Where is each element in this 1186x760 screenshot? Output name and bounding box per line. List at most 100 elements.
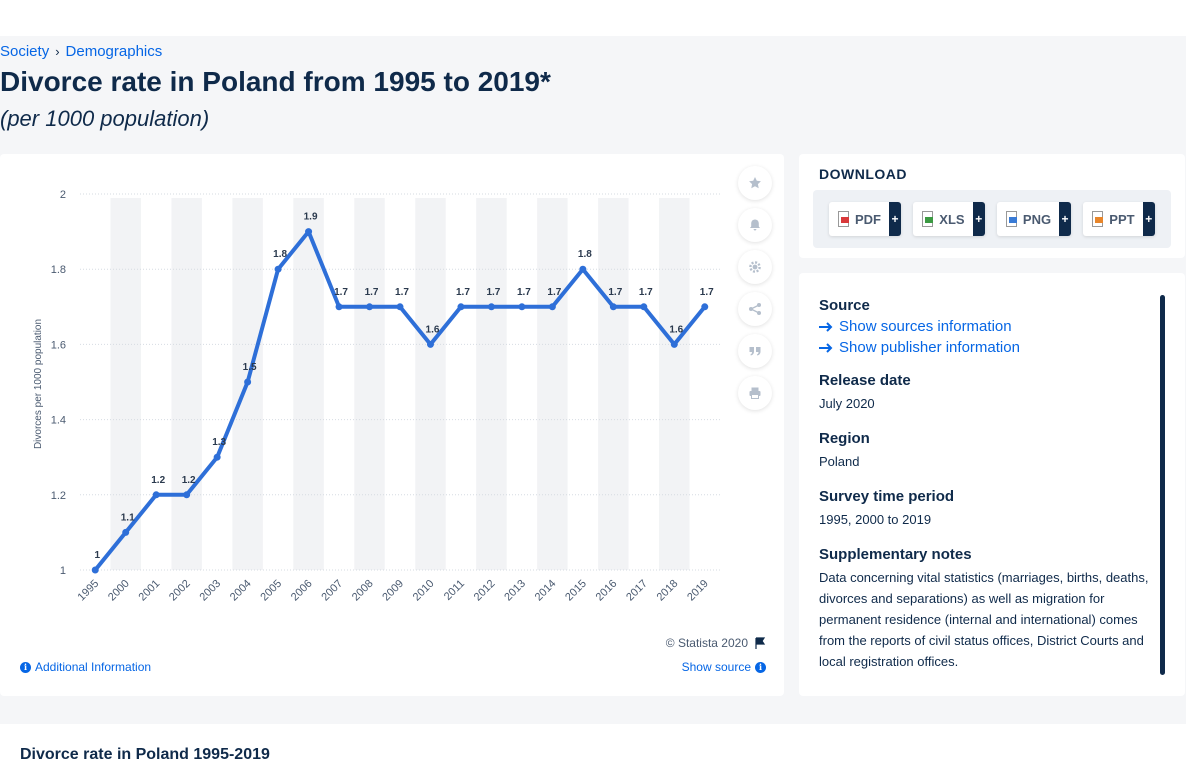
supplementary-notes-label: Supplementary notes — [819, 546, 972, 563]
show-source-label: Show source — [681, 660, 751, 674]
quote-icon — [749, 347, 761, 356]
data-label: 1.8 — [273, 249, 287, 260]
data-label: 1.7 — [608, 287, 622, 298]
quote-button[interactable] — [738, 334, 772, 368]
x-tick-label: 2018 — [655, 578, 681, 604]
data-label: 1.6 — [426, 324, 440, 335]
star-icon — [749, 177, 761, 189]
print-button[interactable] — [738, 376, 772, 410]
y-tick-label: 2 — [60, 189, 66, 201]
data-label: 1.7 — [517, 287, 531, 298]
pdf-file-icon — [838, 211, 849, 227]
data-label: 1.7 — [547, 287, 561, 298]
y-tick-label: 1 — [60, 565, 66, 577]
details-scrollbar[interactable] — [1160, 295, 1165, 675]
data-label: 1.2 — [182, 475, 196, 486]
arrow-right-icon — [819, 342, 833, 353]
download-title: DOWNLOAD — [819, 166, 907, 182]
data-point — [426, 340, 434, 348]
column-band — [537, 198, 568, 570]
gear-button[interactable] — [738, 250, 772, 284]
arrow-right-icon — [819, 321, 833, 332]
x-tick-label: 2016 — [594, 578, 620, 604]
data-label: 1.7 — [365, 287, 379, 298]
data-label: 1 — [94, 550, 100, 561]
download-format-label: PDF — [855, 211, 881, 227]
release-date-label: Release date — [819, 372, 911, 389]
x-tick-label: 2011 — [442, 578, 467, 603]
x-tick-label: 2017 — [624, 578, 650, 604]
show-sources-link[interactable]: Show sources information — [819, 318, 1149, 335]
download-bar: PDF + XLS + PNG + PPT + — [813, 190, 1171, 248]
plus-icon[interactable]: + — [1142, 202, 1155, 236]
show-publisher-link[interactable]: Show publisher information — [819, 339, 1149, 356]
data-label: 1.5 — [243, 362, 257, 373]
show-source-link[interactable]: Show source i — [682, 660, 766, 674]
x-tick-label: 2000 — [106, 578, 132, 604]
copyright-text: © Statista 2020 — [665, 636, 748, 650]
data-point — [640, 303, 648, 311]
line-chart: 1 1.2 1.4 1.6 1.8 2 Divorces per 1000 populati… — [33, 189, 720, 604]
download-pdf-button[interactable]: PDF + — [829, 202, 901, 236]
column-band — [110, 198, 141, 570]
bottom-card: Divorce rate in Poland 1995-2019 — [0, 724, 1186, 760]
bottom-heading: Divorce rate in Poland 1995-2019 — [20, 746, 270, 760]
flag-icon[interactable] — [754, 637, 766, 649]
column-band — [598, 198, 629, 570]
data-point — [457, 303, 465, 311]
data-label: 1.7 — [456, 287, 470, 298]
x-tick-label: 2001 — [137, 578, 163, 604]
data-point — [244, 378, 252, 386]
breadcrumb-society[interactable]: Society — [0, 43, 50, 60]
download-xls-button[interactable]: XLS + — [913, 202, 985, 236]
supplementary-notes-value: Data concerning vital statistics (marria… — [819, 570, 1149, 669]
bell-button[interactable] — [738, 208, 772, 242]
ppt-file-icon — [1092, 211, 1104, 227]
data-label: 1.2 — [151, 475, 165, 486]
breadcrumb-separator: › — [55, 44, 60, 59]
x-tick-label: 2009 — [380, 578, 406, 604]
x-tick-label: 2003 — [197, 578, 223, 604]
column-band — [354, 198, 385, 570]
share-button[interactable] — [738, 292, 772, 326]
download-card: DOWNLOAD PDF + XLS + PNG + PPT + — [799, 154, 1185, 258]
source-label: Source — [819, 297, 870, 314]
chart-tools — [738, 166, 772, 418]
additional-info-link[interactable]: i Additional Information — [20, 660, 151, 674]
column-band — [171, 198, 202, 570]
y-tick-label: 1.2 — [51, 490, 66, 502]
data-point — [305, 228, 313, 236]
additional-info-label: Additional Information — [35, 660, 152, 674]
y-tick-label: 1.4 — [51, 415, 66, 427]
page-subtitle: (per 1000 population) — [0, 106, 210, 131]
y-axis-label: Divorces per 1000 population — [33, 319, 44, 449]
data-point — [152, 491, 160, 499]
download-format-label: XLS — [939, 211, 965, 227]
plus-icon[interactable]: + — [889, 202, 901, 236]
breadcrumb-demographics[interactable]: Demographics — [65, 43, 163, 60]
data-point — [396, 303, 404, 311]
region-value: Poland — [819, 454, 860, 469]
download-png-button[interactable]: PNG + — [997, 202, 1071, 236]
x-tick-label: 2010 — [411, 578, 437, 604]
download-ppt-button[interactable]: PPT + — [1083, 202, 1155, 236]
data-point — [487, 303, 495, 311]
plus-icon[interactable]: + — [1059, 202, 1071, 236]
x-tick-label: 2014 — [533, 578, 559, 604]
data-point — [548, 303, 556, 311]
survey-period-label: Survey time period — [819, 488, 955, 505]
x-tick-label: 2006 — [289, 578, 315, 604]
plus-icon[interactable]: + — [972, 202, 985, 236]
x-tick-label: 2015 — [563, 578, 589, 604]
details-card: Source Show sources information Show pub… — [799, 273, 1185, 696]
breadcrumb: Society › Demographics — [0, 43, 162, 60]
show-sources-label: Show sources information — [839, 318, 1012, 335]
download-format-label: PPT — [1109, 211, 1135, 227]
data-label: 1.8 — [578, 249, 592, 260]
data-point — [579, 265, 587, 273]
data-label: 1.7 — [639, 287, 653, 298]
data-label: 1.3 — [212, 437, 226, 448]
x-tick-label: 1995 — [76, 578, 102, 604]
star-button[interactable] — [738, 166, 772, 200]
data-label: 1.1 — [121, 512, 135, 523]
